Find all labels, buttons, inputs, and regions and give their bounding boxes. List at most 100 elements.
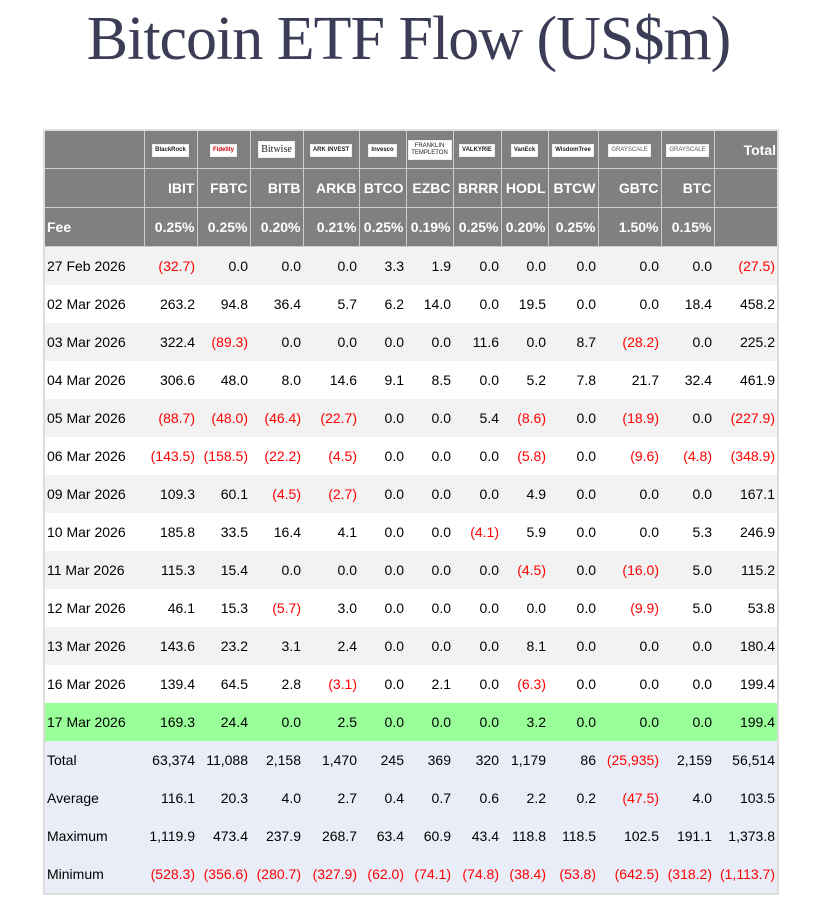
flow-cell: 0.0 — [661, 475, 714, 513]
flow-cell: 0.0 — [406, 399, 453, 437]
table-row: 16 Mar 2026 139.4 64.5 2.8 (3.1) 0.0 2.1 0.0 (6.… — [44, 665, 778, 703]
flow-cell: 0.0 — [303, 323, 359, 361]
issuer-logo-cell: ARK INVEST — [302, 129, 360, 169]
flow-cell: 306.6 — [144, 361, 197, 399]
flow-cell: 0.0 — [548, 627, 598, 665]
flow-cell: 4.1 — [303, 513, 359, 551]
issuer-logo-cell: BlackRock — [143, 129, 198, 169]
flow-cell: 0.0 — [453, 285, 501, 323]
flow-cell: (8.6) — [501, 399, 548, 437]
flow-cell: 0.0 — [598, 285, 661, 323]
flow-cell: (22.2) — [250, 437, 303, 475]
issuer-logo: Fidelity — [209, 144, 237, 158]
flow-cell: 0.0 — [250, 323, 303, 361]
table-row: 05 Mar 2026 (88.7) (48.0) (46.4) (22.7) 0.0 0.… — [44, 399, 778, 437]
summary-cell: (642.5) — [598, 855, 661, 894]
flow-cell: (4.5) — [501, 551, 548, 589]
summary-cell: 2.2 — [501, 779, 548, 817]
summary-cell: (280.7) — [250, 855, 303, 894]
flow-cell: (4.8) — [661, 437, 714, 475]
corner-cell — [43, 129, 145, 169]
summary-cell: 4.0 — [661, 779, 714, 817]
summary-cell: (38.4) — [501, 855, 548, 894]
summary-cell: 43.4 — [453, 817, 501, 855]
flow-cell: (5.8) — [501, 437, 548, 475]
summary-cell: 102.5 — [598, 817, 661, 855]
flow-cell: 5.4 — [453, 399, 501, 437]
flow-cell: 0.0 — [406, 627, 453, 665]
date-cell: 03 Mar 2026 — [44, 323, 144, 361]
summary-cell: (25,935) — [598, 741, 661, 779]
flow-cell: 263.2 — [144, 285, 197, 323]
flow-cell: 9.1 — [359, 361, 406, 399]
fee-value: 1.50% — [597, 207, 662, 247]
flow-cell: 0.0 — [661, 399, 714, 437]
summary-cell: (74.8) — [453, 855, 501, 894]
flow-cell: 0.0 — [548, 475, 598, 513]
fee-label: Fee — [43, 207, 145, 247]
ticker-row: IBIT FBTC BITB ARKB BTCO EZBC BRRR HODL BTCW GBTC… — [43, 168, 779, 208]
table-row: 12 Mar 2026 46.1 15.3 (5.7) 3.0 0.0 0.0 0.0 0.0 0… — [44, 589, 778, 627]
flow-cell: 109.3 — [144, 475, 197, 513]
issuer-logo-cell: GRAYSCALE — [597, 129, 662, 169]
flow-cell: 0.0 — [548, 551, 598, 589]
summary-cell: 1,179 — [501, 741, 548, 779]
issuer-logo: Invesco — [368, 144, 397, 158]
date-cell: 02 Mar 2026 — [44, 285, 144, 323]
flow-cell: 0.0 — [406, 703, 453, 741]
flow-cell: 322.4 — [144, 323, 197, 361]
flow-cell: 0.0 — [250, 703, 303, 741]
date-cell: 27 Feb 2026 — [44, 246, 144, 285]
flow-cell: (4.5) — [250, 475, 303, 513]
flow-cell: 0.0 — [661, 665, 714, 703]
flow-cell: 0.0 — [406, 589, 453, 627]
date-cell: 05 Mar 2026 — [44, 399, 144, 437]
flow-cell: 8.7 — [548, 323, 598, 361]
flow-cell: (28.2) — [598, 323, 661, 361]
summary-cell: 4.0 — [250, 779, 303, 817]
total-flow-cell: 199.4 — [714, 703, 778, 741]
summary-cell: 245 — [359, 741, 406, 779]
flow-cell: 0.0 — [501, 589, 548, 627]
flow-cell: 0.0 — [453, 551, 501, 589]
summary-row: Average 116.1 20.3 4.0 2.7 0.4 0.7 0.6 2.2 0.2 (47… — [44, 779, 778, 817]
flow-cell: 46.1 — [144, 589, 197, 627]
flow-cell: 0.0 — [453, 437, 501, 475]
flow-cell: 143.6 — [144, 627, 197, 665]
flow-cell: 0.0 — [406, 437, 453, 475]
issuer-logo: GRAYSCALE — [666, 144, 709, 158]
summary-cell: 268.7 — [303, 817, 359, 855]
total-flow-cell: 225.2 — [714, 323, 778, 361]
flow-cell: 19.5 — [501, 285, 548, 323]
flow-cell: 5.2 — [501, 361, 548, 399]
flow-cell: 0.0 — [359, 475, 406, 513]
table-row: 17 Mar 2026 169.3 24.4 0.0 2.5 0.0 0.0 0.0 3.2 0.… — [44, 703, 778, 741]
flow-cell: 8.0 — [250, 361, 303, 399]
flow-cell: 0.0 — [359, 665, 406, 703]
fee-value: 0.25% — [196, 207, 251, 247]
flow-cell: 115.3 — [144, 551, 197, 589]
summary-cell: 116.1 — [144, 779, 197, 817]
summary-cell: 11,088 — [197, 741, 250, 779]
fee-value: 0.20% — [249, 207, 304, 247]
summary-cell: 0.2 — [548, 779, 598, 817]
table-row: 03 Mar 2026 322.4 (89.3) 0.0 0.0 0.0 0.0 11.6 0.… — [44, 323, 778, 361]
flow-cell: (143.5) — [144, 437, 197, 475]
fee-value: 0.21% — [302, 207, 360, 247]
summary-cell: 0.6 — [453, 779, 501, 817]
blank-cell — [713, 207, 779, 247]
ticker-header: IBIT — [143, 168, 198, 208]
flow-cell: 7.8 — [548, 361, 598, 399]
flow-cell: 21.7 — [598, 361, 661, 399]
flow-cell: 0.0 — [598, 246, 661, 285]
ticker-header: FBTC — [196, 168, 251, 208]
issuer-logo-cell: VanEck — [500, 129, 549, 169]
date-cell: 04 Mar 2026 — [44, 361, 144, 399]
summary-row: Minimum (528.3) (356.6) (280.7) (327.9) (62.0… — [44, 855, 778, 894]
flow-cell: (158.5) — [197, 437, 250, 475]
flow-cell: 169.3 — [144, 703, 197, 741]
flow-cell: 0.0 — [359, 627, 406, 665]
flow-cell: (89.3) — [197, 323, 250, 361]
ticker-header: BITB — [249, 168, 304, 208]
flow-cell: 0.0 — [548, 246, 598, 285]
